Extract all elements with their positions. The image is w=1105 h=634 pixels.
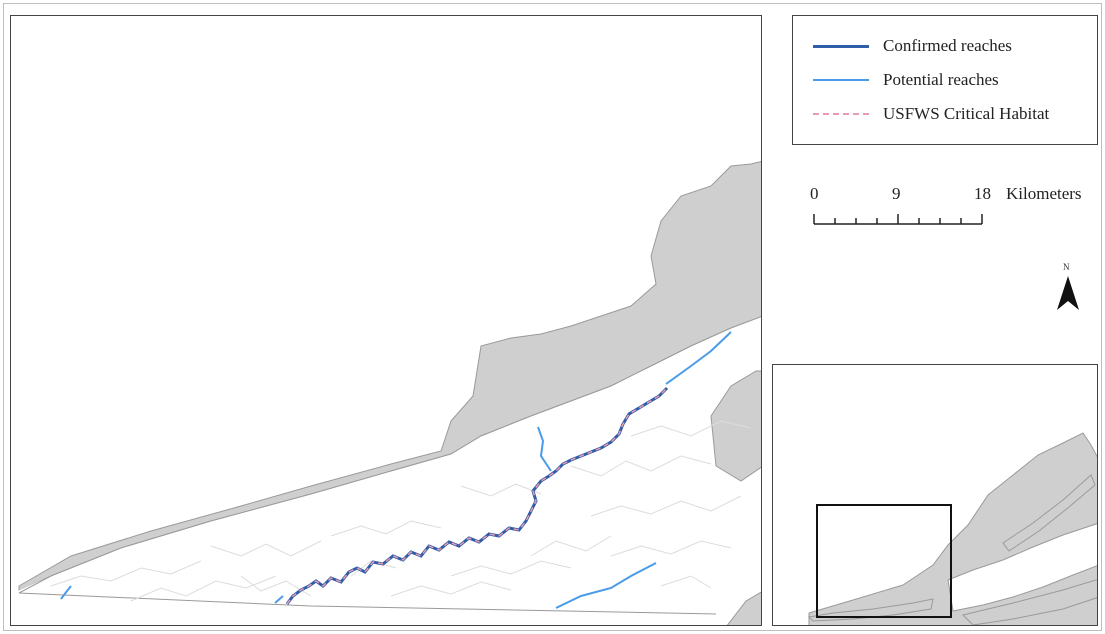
map-legend: Confirmed reaches Potential reaches USFW… [792, 15, 1098, 145]
inset-thin-region [807, 598, 934, 622]
potential-reach-symbol [813, 79, 869, 81]
north-arrow: N [1055, 262, 1081, 320]
scale-bar-graphic [813, 214, 983, 225]
legend-label: USFWS Critical Habitat [883, 104, 1050, 123]
scale-unit-label: Kilometers [1006, 184, 1082, 203]
inset-region-white-lobe [947, 523, 1097, 612]
confirmed-reach-symbol [813, 45, 869, 48]
scale-bar: 0 9 18 Kilometers [808, 184, 1100, 234]
critical-habitat-symbol [813, 113, 869, 115]
stream-network [50, 420, 752, 602]
region-left-strip [11, 316, 761, 625]
study-area-outline [18, 316, 761, 615]
potential-reaches [60, 331, 732, 609]
scale-tick-label: 18 [974, 184, 991, 203]
critical-habitat [286, 387, 668, 605]
region-bottom-right [726, 591, 761, 625]
inset-map-canvas [807, 432, 1097, 625]
inset-locator-map[interactable] [772, 364, 1098, 626]
inset-region-strip [962, 579, 1097, 625]
map-layout-frame [3, 3, 1102, 631]
north-label: N [1063, 262, 1070, 272]
north-arrow-icon [1057, 276, 1079, 310]
scale-tick-label: 9 [892, 184, 901, 203]
legend-item-potential: Potential reaches [793, 68, 1097, 92]
legend-item-confirmed: Confirmed reaches [793, 34, 1097, 58]
inset-ridge [1002, 474, 1096, 552]
inset-extent-box [816, 504, 952, 618]
legend-label: Potential reaches [883, 70, 999, 89]
legend-label: Confirmed reaches [883, 36, 1012, 55]
legend-item-habitat: USFWS Critical Habitat [793, 102, 1097, 126]
region-right-edge [710, 370, 761, 482]
scale-tick-label: 0 [810, 184, 819, 203]
main-map[interactable] [10, 15, 762, 626]
main-map-canvas [11, 160, 761, 625]
